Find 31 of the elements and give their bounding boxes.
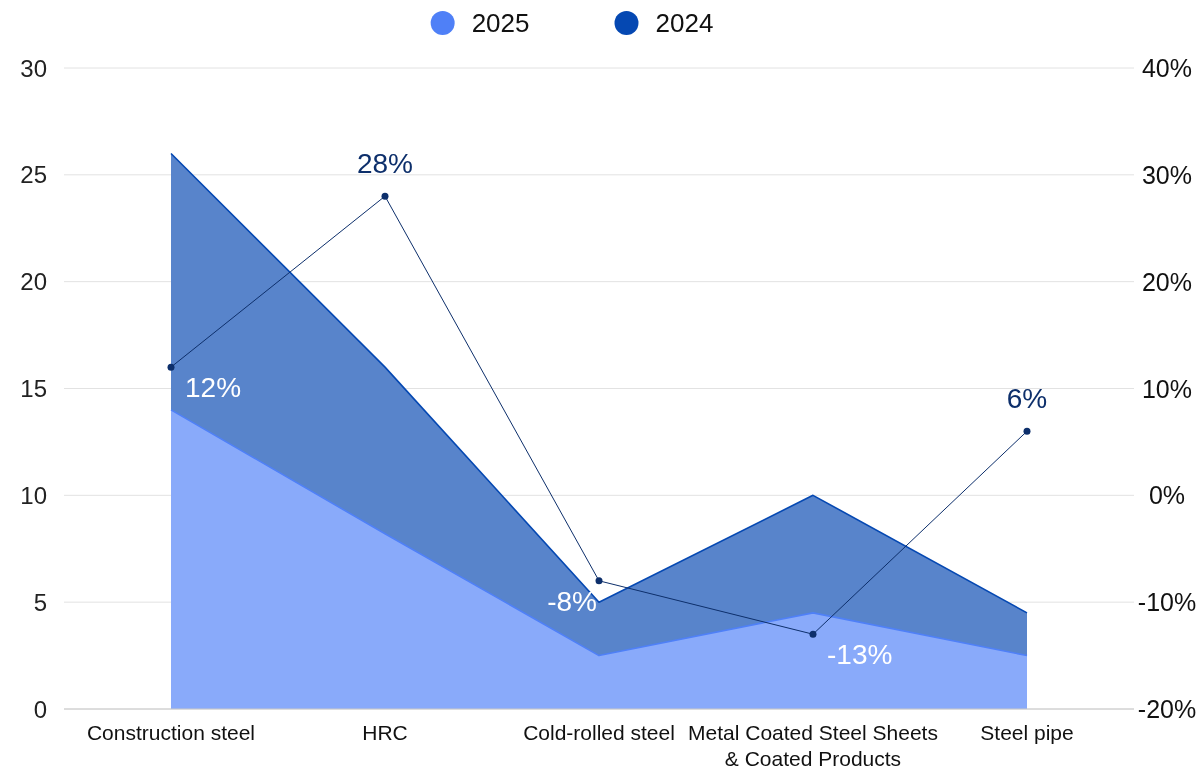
- y-tick-label: 20: [20, 268, 47, 296]
- y-tick-label: 0: [33, 695, 47, 723]
- y-tick-label: 10: [20, 481, 47, 509]
- x-tick-label: Cold-rolled steel: [523, 721, 675, 744]
- point: [809, 630, 817, 638]
- data-label: -13%: [827, 639, 893, 671]
- y2-tick-label: 0%: [1148, 481, 1186, 510]
- point: [381, 192, 389, 200]
- x-tick-label: Metal Coated Steel Sheets & Coated Products: [688, 721, 938, 770]
- data-label: 28%: [356, 148, 414, 180]
- x-tick-label: Construction steel: [86, 721, 256, 744]
- data-label: 6%: [1006, 383, 1048, 415]
- y2-tick-label: 30%: [1141, 160, 1193, 189]
- data-label: -8%: [547, 585, 597, 617]
- y-tick-label: 5: [33, 588, 47, 616]
- legend-label: 2025: [471, 8, 530, 38]
- x-tick-label: Steel pipe: [980, 721, 1074, 744]
- y2-tick-label: 10%: [1141, 374, 1193, 403]
- legend-label: 2024: [655, 8, 714, 38]
- y2-tick-label: 40%: [1141, 54, 1193, 82]
- x-tick-label: HRC: [362, 721, 408, 744]
- y2-tick-label: 20%: [1141, 267, 1193, 296]
- y-tick-label: 25: [20, 161, 47, 189]
- y-tick-label: 30: [20, 54, 47, 82]
- point: [1023, 427, 1031, 435]
- point: [595, 577, 603, 585]
- y2-tick-label: -10%: [1137, 588, 1197, 617]
- y-tick-label: 15: [20, 375, 47, 402]
- y2-tick-label: -20%: [1137, 695, 1197, 723]
- data-label: 12%: [185, 372, 242, 404]
- point: [167, 363, 175, 371]
